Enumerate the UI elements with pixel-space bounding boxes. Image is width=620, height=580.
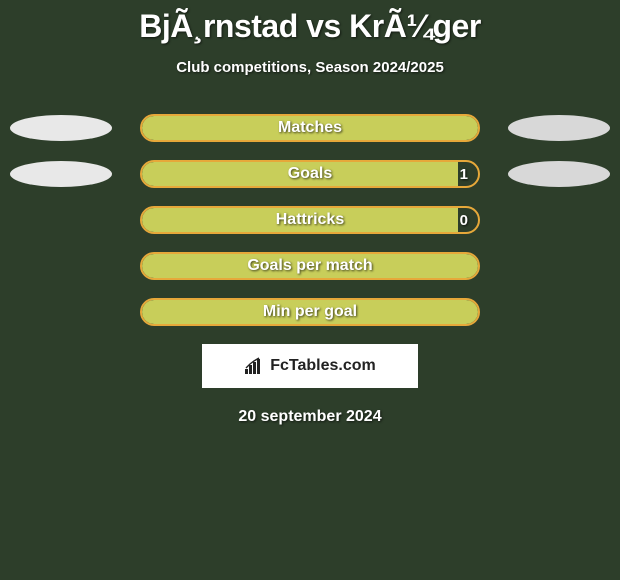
stat-bar: Hattricks 0 <box>140 206 480 234</box>
stat-label: Matches <box>142 116 478 140</box>
comparison-title: BjÃ¸rnstad vs KrÃ¼ger <box>0 0 620 45</box>
right-ellipse <box>508 115 610 141</box>
chart-icon <box>244 357 266 375</box>
stat-row: Hattricks 0 <box>0 206 620 234</box>
stat-value-right: 1 <box>460 162 468 186</box>
logo-text: FcTables.com <box>270 357 376 375</box>
right-ellipse <box>508 161 610 187</box>
stat-bar: Goals per match <box>140 252 480 280</box>
stat-row: Goals 1 <box>0 160 620 188</box>
stat-row: Min per goal <box>0 298 620 326</box>
stat-label: Goals per match <box>142 254 478 278</box>
logo: FcTables.com <box>244 357 376 375</box>
stat-label: Min per goal <box>142 300 478 324</box>
left-ellipse <box>10 207 112 233</box>
stat-value-right: 0 <box>460 208 468 232</box>
stat-row: Goals per match <box>0 252 620 280</box>
stat-bar: Goals 1 <box>140 160 480 188</box>
date-text: 20 september 2024 <box>0 408 620 426</box>
logo-box: FcTables.com <box>202 344 418 388</box>
stat-label: Goals <box>142 162 478 186</box>
comparison-subtitle: Club competitions, Season 2024/2025 <box>0 59 620 76</box>
left-ellipse <box>10 115 112 141</box>
right-ellipse <box>508 299 610 325</box>
stat-row: Matches <box>0 114 620 142</box>
stat-bar: Matches <box>140 114 480 142</box>
stat-bar: Min per goal <box>140 298 480 326</box>
left-ellipse <box>10 161 112 187</box>
left-ellipse <box>10 299 112 325</box>
stat-label: Hattricks <box>142 208 478 232</box>
stats-container: Matches Goals 1 Hattricks 0 Goals per ma… <box>0 114 620 326</box>
right-ellipse <box>508 207 610 233</box>
right-ellipse <box>508 253 610 279</box>
left-ellipse <box>10 253 112 279</box>
